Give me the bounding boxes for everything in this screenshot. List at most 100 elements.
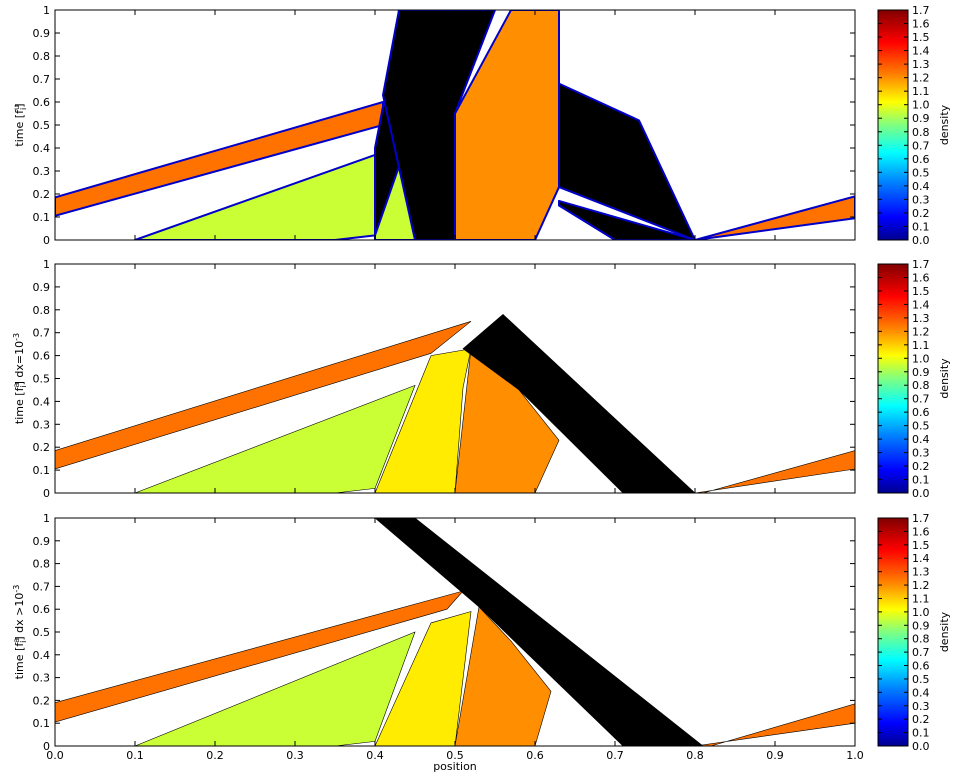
x-tick-label: 0.9	[766, 749, 784, 762]
colorbar-tick-label: 0.0	[912, 487, 930, 500]
colorbar-tick-label: 1.7	[912, 4, 930, 17]
y-tick-label: 0.2	[33, 441, 51, 454]
colorbar-tick-label: 0.8	[912, 379, 930, 392]
x-tick-label: 0.6	[526, 749, 544, 762]
y-tick-label: 0.4	[33, 649, 51, 662]
colorbar-tick-label: 1.3	[912, 566, 930, 579]
colorbar-tick-label: 0.7	[912, 139, 930, 152]
colorbar-tick-label: 0.0	[912, 234, 930, 247]
colorbar-tick-label: 1.1	[912, 339, 930, 352]
y-axis-label: time [fai] dx >10-3	[12, 585, 28, 680]
colorbar-tick-label: 1.2	[912, 325, 930, 338]
density-region-5	[454, 348, 560, 493]
y-tick-label: 0.4	[33, 142, 51, 155]
density-region-1	[55, 321, 472, 470]
y-tick-label: 1	[43, 512, 50, 525]
colorbar-tick-label: 1.3	[912, 312, 930, 325]
colorbar-tick-label: 0.6	[912, 660, 930, 673]
colorbar-tick-label: 1.0	[912, 352, 930, 365]
y-tick-label: 0.5	[33, 626, 51, 639]
colorbar-tick-label: 1.4	[912, 552, 930, 565]
y-tick-label: 0.9	[33, 535, 51, 548]
x-tick-label: 0.0	[46, 749, 64, 762]
colorbar-tick-label: 0.1	[912, 474, 930, 487]
colorbar-tick-label: 0.2	[912, 460, 930, 473]
density-region-2	[694, 703, 855, 746]
density-region-1	[55, 101, 384, 217]
density-region-2	[694, 450, 855, 493]
colorbar-tick-label: 0.2	[912, 207, 930, 220]
x-axis-label: position	[433, 760, 477, 773]
colorbar-tick-label: 0.8	[912, 633, 930, 646]
colorbar-tick-label: 1.5	[912, 539, 930, 552]
colorbar-tick-label: 0.9	[912, 366, 930, 379]
colorbar-gradient	[877, 263, 909, 494]
colorbar-tick-label: 1.0	[912, 99, 930, 112]
colorbar-tick-label: 0.6	[912, 153, 930, 166]
colorbar-tick-label: 1.4	[912, 45, 930, 58]
colorbar-tick-label: 1.6	[912, 525, 930, 538]
colorbar-tick-label: 0.4	[912, 433, 930, 446]
y-axis-label: time [fui]	[12, 103, 28, 146]
colorbar-tick-label: 0.5	[912, 673, 930, 686]
y-tick-label: 0.5	[33, 119, 51, 132]
y-tick-label: 0.5	[33, 373, 51, 386]
colorbar-tick-label: 1.2	[912, 579, 930, 592]
colorbar-tick-label: 1.5	[912, 31, 930, 44]
y-tick-label: 0.2	[33, 188, 51, 201]
y-tick-label: 0.9	[33, 27, 51, 40]
x-tick-label: 0.4	[366, 749, 384, 762]
y-tick-label: 0.7	[33, 73, 51, 86]
x-tick-label: 0.5	[446, 749, 464, 762]
colorbar: 0.00.10.20.30.40.50.60.70.80.91.01.11.21…	[877, 258, 951, 500]
colorbar-tick-label: 1.4	[912, 298, 930, 311]
colorbar-tick-label: 0.7	[912, 393, 930, 406]
colorbar-tick-label: 0.3	[912, 193, 930, 206]
colorbar-tick-label: 1.5	[912, 285, 930, 298]
y-tick-label: 0.8	[33, 304, 51, 317]
colorbar-tick-label: 0.9	[912, 619, 930, 632]
x-tick-label: 0.2	[206, 749, 224, 762]
colorbar: 0.00.10.20.30.40.50.60.70.80.91.01.11.21…	[877, 4, 951, 247]
y-tick-label: 0.1	[33, 464, 51, 477]
colorbar-label: density	[938, 358, 951, 399]
colorbar-tick-label: 1.3	[912, 58, 930, 71]
colorbar-tick-label: 0.4	[912, 686, 930, 699]
density-region-5	[454, 606, 552, 746]
x-tick-label: 0.7	[606, 749, 624, 762]
colorbar-tick-label: 0.5	[912, 420, 930, 433]
colorbar-tick-label: 0.0	[912, 740, 930, 753]
density-region-2	[694, 195, 855, 240]
y-tick-label: 0.4	[33, 395, 51, 408]
y-tick-label: 0.8	[33, 558, 51, 571]
x-tick-label: 0.1	[126, 749, 144, 762]
y-tick-label: 0	[43, 740, 50, 753]
colorbar-tick-label: 0.7	[912, 646, 930, 659]
colorbar-tick-label: 0.3	[912, 447, 930, 460]
colorbar-gradient	[877, 517, 909, 747]
density-field	[55, 313, 855, 493]
panel-3: 00.10.20.30.40.50.60.70.80.910.0 0.1 0.2 0.…	[12, 512, 951, 762]
y-tick-label: 0.1	[33, 717, 51, 730]
colorbar-tick-label: 0.1	[912, 727, 930, 740]
density-field	[55, 10, 855, 240]
y-tick-label: 0.3	[33, 418, 51, 431]
colorbar-label: density	[938, 104, 951, 145]
y-tick-label: 0.3	[33, 165, 51, 178]
density-field	[55, 518, 855, 746]
density-region-4	[374, 611, 472, 746]
colorbar-label: density	[938, 611, 951, 652]
y-tick-label: 0.9	[33, 281, 51, 294]
colorbar-tick-label: 0.1	[912, 220, 930, 233]
colorbar-tick-label: 0.9	[912, 112, 930, 125]
density-region-8	[558, 199, 696, 240]
colorbar-tick-label: 0.8	[912, 126, 930, 139]
y-tick-label: 1	[43, 258, 50, 271]
y-tick-label: 0.2	[33, 694, 51, 707]
y-tick-label: 0.7	[33, 327, 51, 340]
y-tick-label: 0	[43, 487, 50, 500]
x-tick-label: 0.8	[686, 749, 704, 762]
